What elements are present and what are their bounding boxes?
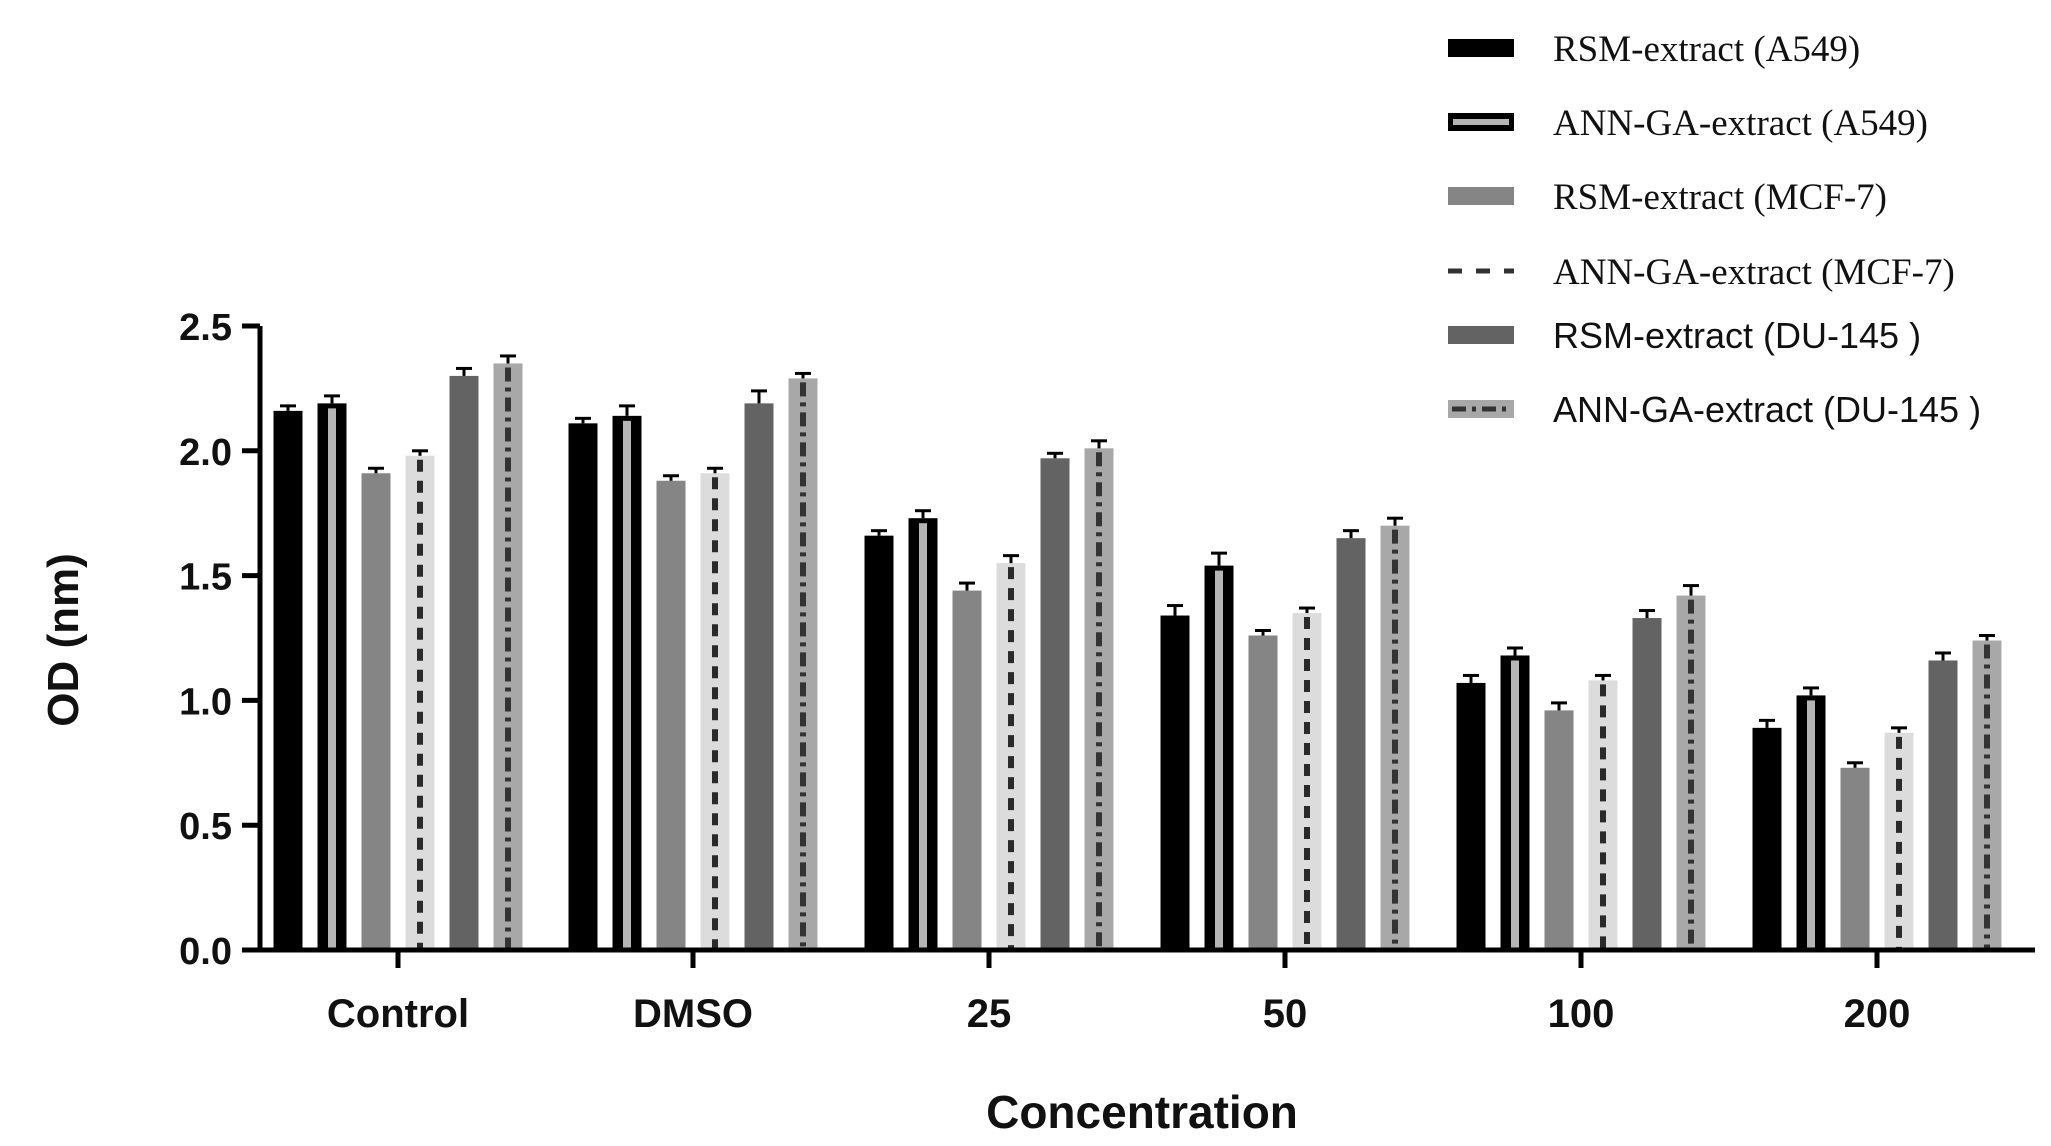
- x-tick-label: 200: [1844, 992, 1911, 1036]
- bar-group-1-2: [656, 474, 686, 950]
- bar-group-3-5: [1380, 516, 1410, 950]
- bar-group-4-3: [1588, 673, 1618, 950]
- bar-group-2-5: [1084, 439, 1114, 950]
- bar-group-1-5: [788, 371, 818, 950]
- bar-inner: [919, 523, 927, 950]
- x-tick-label: Control: [327, 992, 469, 1036]
- legend: RSM-extract (A549) ANN-GA-extract (A549) R…: [1448, 29, 1981, 430]
- bar-group-0-0: [273, 404, 303, 950]
- bar: [744, 403, 774, 951]
- bar-group-5-1: [1796, 686, 1826, 950]
- bar-group-5-3: [1884, 726, 1914, 950]
- y-tick-label: 0.0: [179, 931, 232, 973]
- legend-label: ANN-GA-extract (MCF-7): [1553, 252, 1955, 293]
- bar: [568, 423, 598, 950]
- bar: [864, 535, 894, 950]
- legend-label: ANN-GA-extract (DU-145 ): [1553, 389, 1981, 430]
- legend-swatch: [1448, 187, 1514, 205]
- axes-layer: [257, 326, 2035, 953]
- bar-group-0-1: [317, 394, 347, 951]
- bar: [1544, 710, 1574, 950]
- bar: [1160, 615, 1190, 950]
- bar-group-3-4: [1336, 529, 1366, 950]
- bar-group-2-0: [864, 529, 894, 950]
- bar-group-3-2: [1248, 629, 1278, 950]
- bar-group-5-5: [1972, 634, 2002, 950]
- legend-entry: RSM-extract (MCF-7): [1448, 177, 1887, 218]
- legend-entry: ANN-GA-extract (DU-145 ): [1448, 389, 1981, 430]
- legend-label: RSM-extract (A549): [1553, 29, 1860, 70]
- legend-label: RSM-extract (DU-145 ): [1553, 315, 1921, 356]
- bar-group-5-4: [1928, 651, 1958, 950]
- bar: [1380, 525, 1410, 950]
- bar-group-2-2: [952, 581, 982, 950]
- y-tick-label: 1.0: [179, 681, 232, 723]
- bar-group-1-0: [568, 416, 598, 950]
- y-tick-label: 2.0: [179, 432, 232, 474]
- bar: [656, 480, 686, 950]
- bar: [1928, 660, 1958, 950]
- legend-entry: ANN-GA-extract (MCF-7): [1448, 252, 1955, 293]
- bar-group-3-3: [1292, 606, 1322, 950]
- x-axis-label: Concentration: [986, 1086, 1298, 1138]
- bar-group-3-0: [1160, 604, 1190, 950]
- bar-group-1-1: [612, 404, 642, 951]
- bar-group-0-4: [449, 366, 479, 950]
- bars-layer: [273, 354, 2002, 951]
- x-tick-label: 50: [1263, 992, 1308, 1036]
- bar: [1752, 727, 1782, 950]
- bar-group-4-0: [1456, 673, 1486, 950]
- bar-group-0-2: [361, 466, 391, 950]
- bar-group-3-1: [1204, 551, 1234, 950]
- bar-group-4-5: [1676, 584, 1706, 950]
- bar-inner: [1215, 570, 1223, 950]
- bar-group-0-5: [493, 354, 523, 950]
- bar: [1456, 682, 1486, 950]
- bar-group-2-3: [996, 554, 1026, 950]
- bar: [449, 375, 479, 950]
- x-tick-label: 100: [1548, 992, 1615, 1036]
- bar-inner: [623, 420, 631, 951]
- legend-entry: RSM-extract (A549): [1448, 29, 1860, 70]
- bar-inner: [1807, 700, 1815, 950]
- x-tick-label: DMSO: [633, 992, 753, 1036]
- bar-group-4-2: [1544, 701, 1574, 950]
- bar: [1632, 618, 1662, 950]
- bar: [1040, 458, 1070, 950]
- legend-swatch: [1448, 39, 1514, 57]
- bar-group-4-1: [1500, 646, 1530, 950]
- legend-entry: ANN-GA-extract (A549): [1448, 103, 1928, 144]
- bar-group-0-3: [405, 449, 435, 950]
- bar-group-4-4: [1632, 609, 1662, 950]
- bar: [273, 410, 303, 950]
- bar: [952, 590, 982, 950]
- bar-group-1-4: [744, 389, 774, 951]
- bar-group-2-4: [1040, 451, 1070, 950]
- legend-swatch-inner: [1453, 119, 1509, 125]
- legend-label: ANN-GA-extract (A549): [1553, 103, 1928, 144]
- y-axis-label: OD (nm): [39, 553, 88, 727]
- legend-swatch: [1448, 326, 1514, 344]
- x-ticks: Control DMSO 25 50 100 200: [327, 950, 1910, 1036]
- y-tick-label: 0.5: [179, 806, 232, 848]
- bar: [361, 473, 391, 950]
- bar-group-1-3: [700, 466, 730, 950]
- legend-swatch: [1448, 400, 1514, 418]
- bar-group-2-1: [908, 509, 938, 950]
- bar-inner: [1511, 660, 1519, 950]
- bar: [1248, 635, 1278, 950]
- bar: [1840, 767, 1870, 950]
- y-tick-label: 2.5: [179, 307, 232, 349]
- y-ticks: 0.0 0.5 1.0 1.5 2.0 2.5: [179, 307, 260, 973]
- bar-group-5-2: [1840, 761, 1870, 950]
- x-tick-label: 25: [967, 992, 1012, 1036]
- bar: [1336, 538, 1366, 950]
- bar-inner: [328, 408, 336, 951]
- legend-entry: RSM-extract (DU-145 ): [1448, 315, 1921, 356]
- legend-label: RSM-extract (MCF-7): [1553, 177, 1887, 218]
- y-tick-label: 1.5: [179, 557, 232, 599]
- bar-group-5-0: [1752, 718, 1782, 950]
